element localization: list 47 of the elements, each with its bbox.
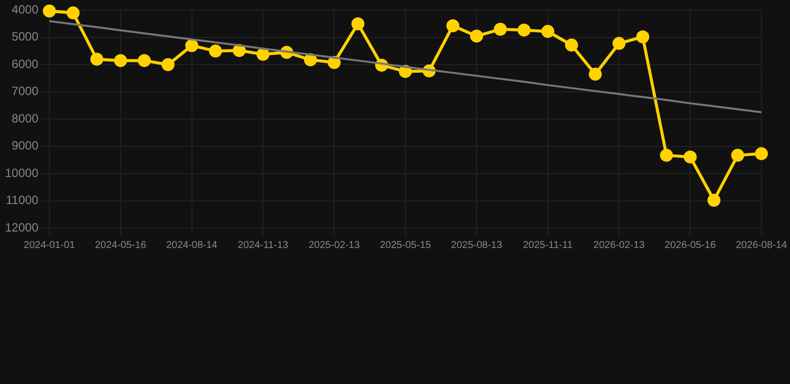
x-tick-label: 2025-02-13 [308, 240, 360, 251]
point [304, 53, 317, 66]
x-tick-label: 2024-05-16 [94, 240, 147, 251]
point [754, 147, 768, 160]
point [612, 36, 626, 50]
y-tick-label: 8000 [12, 111, 39, 126]
point [446, 19, 460, 32]
y-tick-label: 6000 [12, 56, 39, 71]
point [209, 44, 222, 58]
point [232, 44, 246, 57]
point [541, 24, 554, 38]
point [66, 6, 80, 20]
point [707, 194, 720, 207]
point [328, 56, 341, 69]
x-tick-label: 2025-08-13 [451, 240, 503, 251]
x-tick-label: 2025-05-15 [380, 240, 432, 251]
point [162, 58, 175, 72]
x-tick-label: 2026-02-13 [593, 240, 646, 251]
x-tick-label: 2025-11-11 [522, 240, 574, 251]
x-tick-label: 2024-08-14 [166, 240, 218, 251]
y-tick-label: 4000 [12, 2, 39, 17]
point [731, 148, 744, 162]
point [185, 39, 198, 52]
x-tick-label: 2026-05-16 [664, 240, 716, 251]
x-tick-label: 2026-08-14 [736, 240, 788, 251]
y-tick-label: 11000 [6, 193, 39, 208]
point [636, 30, 650, 44]
x-tick-label: 2024-11-13 [238, 240, 289, 251]
y-tick-label: 10000 [4, 166, 39, 180]
y-tick-label: 5000 [12, 30, 39, 44]
point [660, 148, 673, 162]
point [494, 22, 507, 36]
point [138, 54, 151, 68]
point [565, 38, 578, 52]
x-tick-label: 2024-01-01 [24, 240, 76, 251]
point [684, 150, 697, 164]
point [351, 17, 364, 30]
y-tick-label: 7000 [12, 84, 39, 98]
point [90, 52, 104, 66]
point [114, 54, 128, 68]
point [470, 30, 484, 43]
point [398, 64, 412, 78]
point [518, 24, 531, 37]
y-tick-label: 12000 [4, 220, 39, 234]
y-tick-label: 9000 [12, 138, 39, 153]
point [588, 68, 602, 81]
point [256, 48, 270, 61]
